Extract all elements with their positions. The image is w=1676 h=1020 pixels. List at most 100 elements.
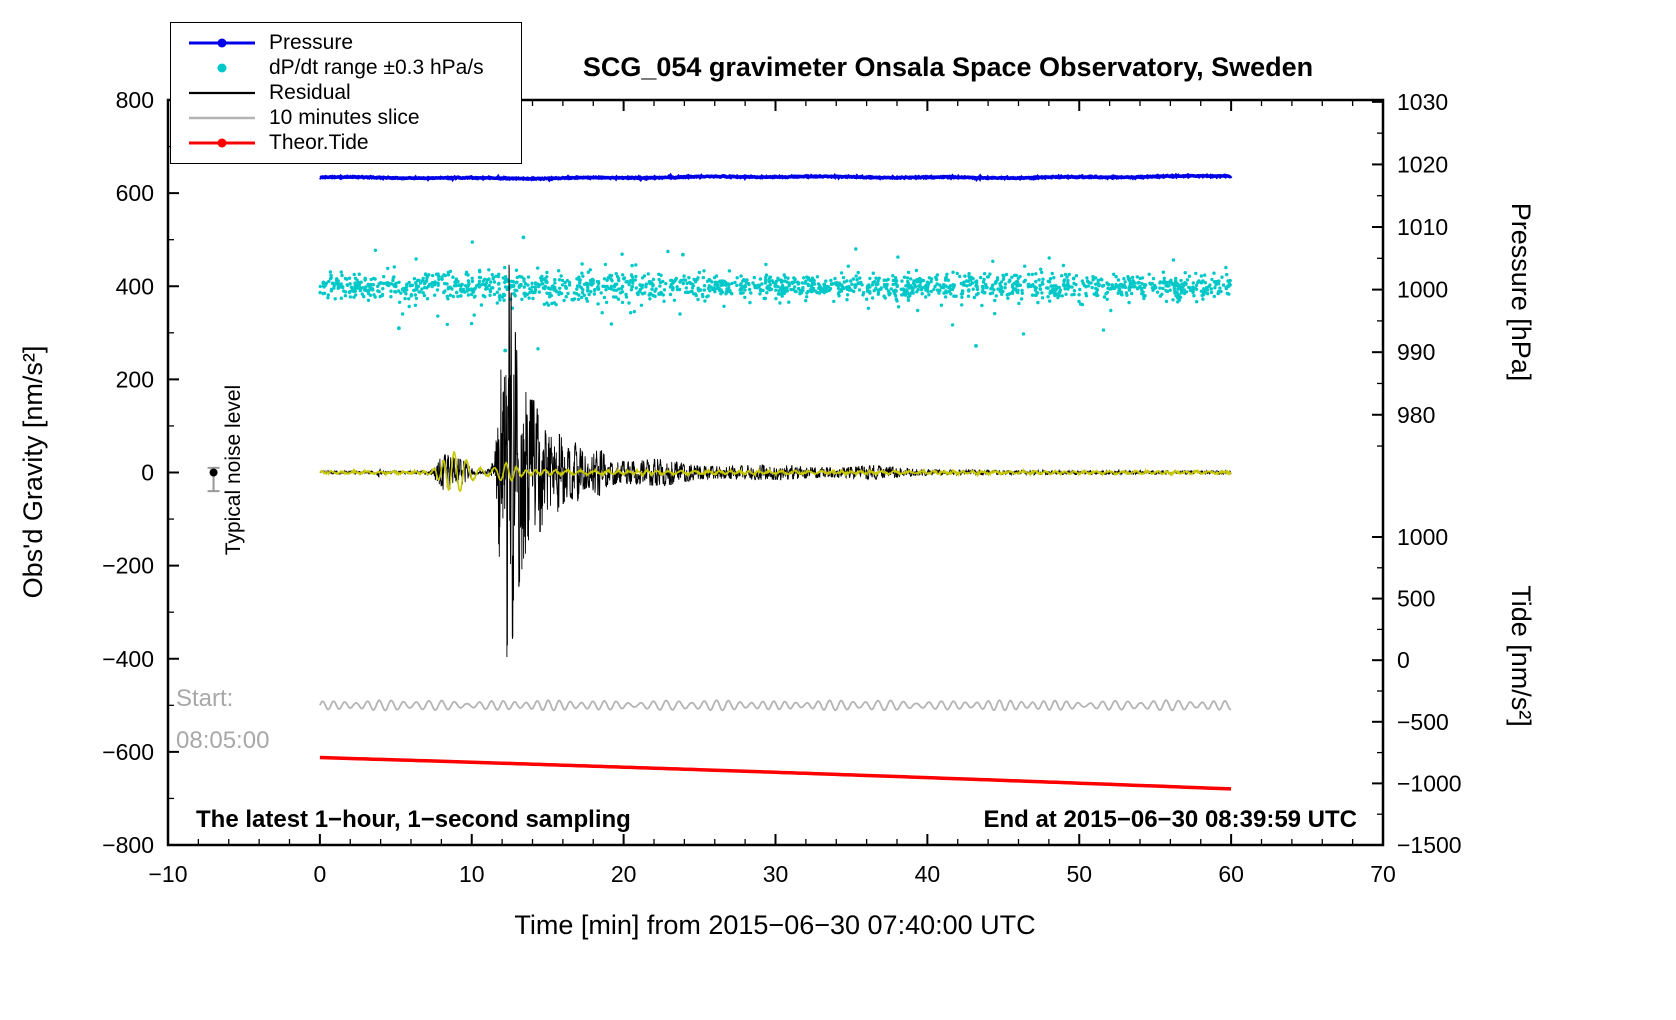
dpdt-point bbox=[1168, 288, 1172, 292]
dpdt-point bbox=[944, 291, 949, 295]
dpdt-point bbox=[854, 247, 858, 251]
dpdt-point bbox=[960, 295, 964, 299]
dpdt-point bbox=[547, 286, 551, 291]
dpdt-point bbox=[856, 281, 860, 285]
dpdt-point bbox=[495, 290, 499, 294]
dpdt-point bbox=[962, 280, 966, 284]
dpdt-point bbox=[768, 282, 772, 287]
x-tick-label: −10 bbox=[148, 861, 187, 887]
dpdt-point bbox=[883, 284, 887, 289]
dpdt-point bbox=[1210, 277, 1214, 282]
dpdt-point bbox=[1052, 276, 1056, 280]
dpdt-point bbox=[1194, 283, 1199, 288]
dpdt-point bbox=[684, 286, 688, 290]
dpdt-point bbox=[933, 284, 937, 289]
dpdt-point bbox=[454, 277, 458, 281]
dpdt-point bbox=[1173, 289, 1177, 293]
dpdt-point bbox=[950, 323, 955, 327]
dpdt-point bbox=[414, 257, 418, 261]
dpdt-point bbox=[402, 289, 406, 293]
dpdt-point bbox=[1207, 285, 1211, 289]
dpdt-point bbox=[491, 276, 495, 280]
dpdt-point bbox=[996, 287, 1000, 291]
dpdt-point bbox=[1033, 288, 1038, 292]
sampling-note: The latest 1−hour, 1−second sampling bbox=[196, 806, 631, 833]
dpdt-point bbox=[1041, 282, 1045, 286]
dpdt-point bbox=[990, 285, 994, 290]
dpdt-point bbox=[809, 285, 814, 290]
legend-item-tide: Theor.Tide bbox=[183, 131, 509, 155]
dpdt-outlier bbox=[397, 326, 401, 331]
dpdt-point bbox=[440, 277, 444, 281]
gravity-tick-label: 200 bbox=[116, 366, 154, 392]
dpdt-point bbox=[1214, 282, 1218, 287]
dpdt-point bbox=[836, 286, 841, 291]
dpdt-point bbox=[1129, 282, 1133, 286]
dpdt-point bbox=[894, 282, 898, 286]
dpdt-point bbox=[1183, 290, 1187, 294]
dpdt-point bbox=[796, 286, 801, 291]
dpdt-point bbox=[1052, 284, 1056, 288]
dpdt-point bbox=[1048, 289, 1053, 293]
dpdt-point bbox=[554, 302, 558, 307]
dpdt-point bbox=[566, 291, 570, 296]
dpdt-point bbox=[681, 281, 685, 286]
dpdt-point bbox=[627, 301, 631, 305]
dpdt-point bbox=[424, 280, 428, 284]
dpdt-point bbox=[540, 274, 544, 279]
dpdt-point bbox=[332, 284, 336, 288]
dpdt-point bbox=[1122, 277, 1126, 281]
dpdt-point bbox=[952, 294, 956, 298]
dpdt-point bbox=[879, 287, 883, 291]
dpdt-point bbox=[742, 278, 746, 282]
legend-item-pressure: Pressure bbox=[183, 31, 509, 55]
dpdt-point bbox=[1030, 293, 1035, 297]
dpdt-point bbox=[414, 296, 419, 301]
dpdt-point bbox=[483, 282, 488, 287]
dpdt-point bbox=[965, 284, 969, 288]
dpdt-point bbox=[929, 279, 933, 284]
dpdt-point bbox=[673, 277, 678, 282]
dpdt-point bbox=[500, 295, 505, 299]
dpdt-point bbox=[1034, 272, 1038, 276]
dpdt-point bbox=[896, 305, 901, 309]
dpdt-point bbox=[443, 281, 447, 286]
dpdt-point bbox=[1016, 288, 1020, 292]
dpdt-point bbox=[1202, 287, 1206, 291]
dpdt-point bbox=[773, 284, 777, 288]
dpdt-point bbox=[589, 290, 593, 294]
dpdt-point bbox=[1224, 265, 1228, 270]
dpdt-point bbox=[971, 287, 975, 291]
dpdt-point bbox=[701, 275, 706, 280]
dpdt-point bbox=[806, 277, 811, 281]
dpdt-point bbox=[575, 284, 580, 288]
dpdt-point bbox=[972, 295, 976, 300]
dpdt-point bbox=[909, 277, 913, 281]
dpdt-point bbox=[1212, 271, 1216, 275]
tide-axis-label: Tide [nm/s²] bbox=[1506, 585, 1536, 727]
dpdt-point bbox=[1067, 284, 1071, 288]
dpdt-point bbox=[1149, 282, 1153, 286]
dpdt-point bbox=[677, 287, 682, 292]
legend-item-residual: Residual bbox=[183, 81, 509, 105]
dpdt-point bbox=[488, 288, 492, 292]
dpdt-point bbox=[1172, 286, 1177, 290]
dpdt-point bbox=[993, 311, 997, 316]
dpdt-point bbox=[696, 276, 700, 280]
dpdt-point bbox=[627, 282, 631, 287]
dpdt-point bbox=[1162, 276, 1167, 280]
dpdt-point bbox=[378, 294, 382, 299]
dpdt-point bbox=[514, 281, 518, 285]
dpdt-point bbox=[451, 275, 455, 279]
dpdt-point bbox=[624, 292, 628, 297]
dpdt-point bbox=[1086, 284, 1091, 288]
dpdt-point bbox=[545, 270, 549, 275]
dpdt-point bbox=[326, 293, 330, 297]
dpdt-point bbox=[810, 279, 814, 283]
dpdt-point bbox=[868, 276, 872, 281]
dpdt-point bbox=[634, 286, 638, 290]
dpdt-point bbox=[735, 276, 739, 280]
dpdt-point bbox=[1027, 282, 1031, 287]
dpdt-point bbox=[894, 297, 898, 301]
dpdt-point bbox=[563, 280, 567, 285]
